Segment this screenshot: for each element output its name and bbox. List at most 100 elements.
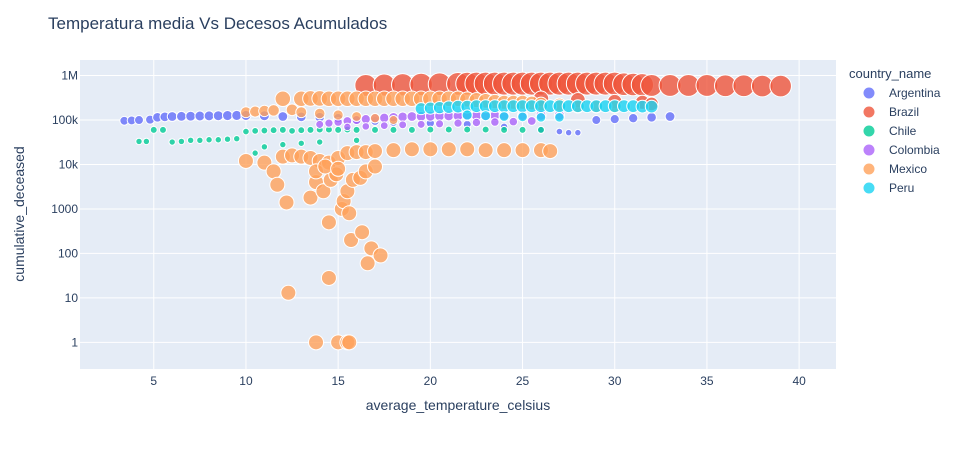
legend-item-brazil[interactable]: Brazil — [862, 105, 919, 119]
data-point[interactable] — [508, 116, 519, 127]
data-point[interactable] — [186, 136, 195, 144]
data-point[interactable] — [444, 125, 453, 134]
data-point[interactable] — [185, 110, 197, 122]
legend-item-peru[interactable]: Peru — [862, 181, 914, 195]
data-point[interactable] — [490, 117, 500, 127]
data-point[interactable] — [461, 109, 473, 121]
data-point[interactable] — [265, 163, 282, 180]
data-point[interactable] — [341, 334, 358, 351]
legend-items[interactable]: Argentina Brazil Chile Colombia Mexico Peru — [862, 86, 941, 195]
data-point[interactable] — [379, 121, 389, 130]
data-point[interactable] — [343, 122, 352, 132]
data-point[interactable] — [330, 160, 347, 177]
data-point[interactable] — [591, 115, 602, 125]
data-point[interactable] — [481, 125, 490, 134]
data-point[interactable] — [269, 176, 286, 193]
legend-item-colombia[interactable]: Colombia — [862, 143, 940, 157]
data-point[interactable] — [315, 183, 332, 200]
data-point[interactable] — [517, 111, 528, 123]
data-point[interactable] — [398, 120, 408, 130]
data-point[interactable] — [214, 136, 222, 144]
data-point[interactable] — [203, 110, 215, 122]
data-point[interactable] — [351, 111, 362, 122]
data-point[interactable] — [315, 119, 325, 129]
data-point[interactable] — [385, 142, 402, 159]
data-point[interactable] — [313, 107, 326, 120]
data-point[interactable] — [343, 232, 360, 249]
data-point[interactable] — [609, 113, 620, 125]
data-point[interactable] — [278, 125, 287, 134]
data-point[interactable] — [306, 125, 315, 134]
data-point[interactable] — [332, 109, 344, 121]
data-point[interactable] — [459, 141, 476, 158]
data-point[interactable] — [463, 125, 472, 134]
data-point[interactable] — [500, 125, 509, 134]
data-point[interactable] — [251, 149, 259, 157]
data-point[interactable] — [135, 137, 143, 146]
data-point[interactable] — [352, 136, 361, 144]
data-point[interactable] — [359, 255, 376, 272]
data-point[interactable] — [422, 141, 439, 158]
data-point[interactable] — [242, 127, 250, 136]
data-point[interactable] — [297, 139, 305, 147]
data-point[interactable] — [221, 110, 234, 122]
data-point[interactable] — [316, 138, 324, 146]
data-point[interactable] — [278, 194, 295, 211]
data-point[interactable] — [134, 115, 144, 125]
data-point[interactable] — [440, 141, 457, 158]
data-point[interactable] — [297, 126, 306, 135]
data-point[interactable] — [664, 111, 676, 122]
data-point[interactable] — [334, 125, 343, 134]
data-point[interactable] — [498, 111, 510, 122]
data-point[interactable] — [537, 125, 545, 134]
data-point[interactable] — [389, 125, 398, 134]
data-point[interactable] — [212, 110, 224, 122]
data-point[interactable] — [416, 119, 426, 129]
legend-item-chile[interactable]: Chile — [862, 124, 917, 138]
data-point[interactable] — [526, 116, 537, 126]
data-point[interactable] — [260, 143, 269, 151]
data-point[interactable] — [379, 112, 390, 124]
data-point[interactable] — [205, 136, 213, 144]
data-point[interactable] — [371, 125, 379, 134]
data-point[interactable] — [269, 126, 278, 135]
data-point[interactable] — [280, 284, 297, 301]
data-point[interactable] — [251, 126, 260, 135]
data-point[interactable] — [477, 142, 494, 159]
data-point[interactable] — [453, 118, 463, 128]
data-point[interactable] — [237, 152, 254, 169]
data-point[interactable] — [277, 111, 289, 122]
data-point[interactable] — [367, 158, 384, 175]
data-point[interactable] — [480, 110, 492, 122]
data-point[interactable] — [426, 125, 435, 134]
data-point[interactable] — [320, 269, 337, 286]
data-point[interactable] — [372, 247, 389, 264]
data-point[interactable] — [369, 112, 381, 124]
data-point[interactable] — [542, 143, 559, 160]
data-point[interactable] — [367, 143, 384, 160]
data-point[interactable] — [308, 334, 325, 351]
data-point[interactable] — [223, 135, 232, 143]
data-point[interactable] — [352, 125, 361, 134]
data-point[interactable] — [406, 111, 418, 122]
data-point[interactable] — [397, 111, 409, 123]
data-point[interactable] — [233, 135, 241, 143]
data-point[interactable] — [196, 136, 204, 144]
legend-item-argentina[interactable]: Argentina — [862, 86, 941, 100]
data-point[interactable] — [175, 110, 187, 122]
data-point[interactable] — [279, 140, 287, 149]
data-point[interactable] — [168, 138, 176, 146]
data-point[interactable] — [142, 137, 151, 146]
data-point[interactable] — [320, 214, 337, 231]
data-point[interactable] — [302, 189, 319, 206]
data-point[interactable] — [435, 119, 445, 129]
data-point[interactable] — [194, 110, 206, 122]
data-point[interactable] — [403, 141, 420, 158]
data-point[interactable] — [555, 127, 564, 136]
data-point[interactable] — [388, 115, 399, 125]
data-point[interactable] — [627, 112, 639, 124]
data-point[interactable] — [574, 128, 582, 137]
data-point[interactable] — [518, 125, 527, 134]
data-point[interactable] — [564, 128, 573, 137]
data-point[interactable] — [644, 99, 659, 114]
